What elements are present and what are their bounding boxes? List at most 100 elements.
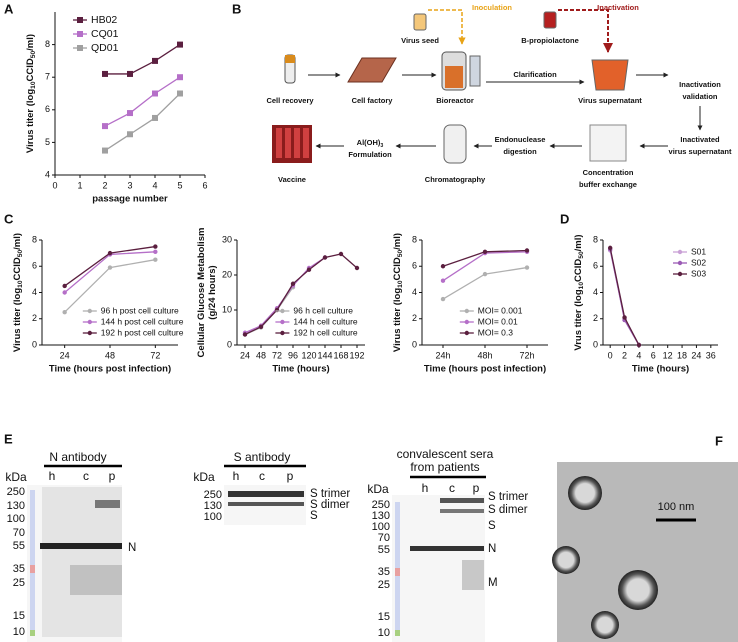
y-axis-label: Cellular Glucose Metabolism [196, 228, 207, 358]
x-tick-label: 12 [663, 350, 673, 360]
marker-label: 25 [378, 579, 390, 591]
band-label: N [128, 542, 136, 554]
data-point [62, 309, 67, 315]
x-tick-label: 96 [288, 350, 298, 360]
series-line [609, 247, 640, 346]
bpl-bottle [543, 11, 557, 29]
y-tick-label: 10 [222, 304, 232, 314]
y-axis-label-part: CCID [573, 259, 584, 282]
vial [303, 128, 309, 158]
node-label: Chromatography [425, 175, 486, 184]
marker-label: 250 [7, 486, 25, 498]
x-tick-label: 24h [435, 350, 450, 360]
legend-label: HB02 [91, 14, 117, 26]
legend-marker [87, 308, 93, 314]
band-label: M [488, 577, 498, 589]
node-label-part: B-propiolactone [521, 36, 579, 45]
x-tick-label: 36 [706, 350, 716, 360]
data-point [107, 250, 113, 256]
data-point [177, 41, 183, 48]
node-label-part: Endonuclease [495, 135, 546, 144]
legend-marker [77, 17, 83, 23]
panel-label: B [232, 1, 241, 16]
band-label: S trimer [310, 488, 350, 500]
marker-label: 100 [204, 511, 222, 523]
data-point [338, 251, 344, 257]
x-axis-label: passage number [92, 194, 168, 205]
x-tick-label: 24 [60, 350, 70, 360]
y-tick-label: 30 [222, 234, 232, 244]
ladder-band [395, 568, 400, 576]
data-point [482, 249, 488, 255]
lane-label: h [49, 469, 56, 483]
data-point [440, 264, 446, 269]
x-tick-label: 72 [150, 350, 160, 360]
lane-label: p [287, 469, 294, 483]
series-line [104, 76, 181, 127]
node-label-part: digestion [503, 147, 537, 156]
x-tick-label: 24 [691, 350, 701, 360]
seed-bottle [413, 13, 427, 31]
y-tick-label: 4 [32, 287, 37, 297]
node-label: Clarification [513, 70, 557, 79]
x-axis-label: Time (hours) [632, 364, 689, 375]
node-label-part: Vaccine [278, 175, 306, 184]
legend-label: MOI= 0.3 [478, 327, 513, 337]
node-label: Bioreactor [436, 96, 474, 105]
y-axis-label-part: Virus titer (log [12, 288, 23, 352]
y-tick-label: 8 [593, 234, 598, 244]
y-tick-label: 8 [32, 234, 37, 244]
blot-smear [42, 487, 122, 637]
node-label-part: Virus supernatant [578, 96, 642, 105]
y-axis-label: Vrus titer (log10CCID50/ml) [573, 234, 586, 350]
marker-label: 130 [7, 500, 25, 512]
blot-title: convalescent sera [397, 447, 494, 461]
data-point [127, 70, 133, 77]
y-axis-label: Virus titer (log10CCID50/ml) [25, 34, 38, 153]
marker-label: 10 [378, 627, 390, 639]
node-label-part: Al(OH) [357, 138, 381, 147]
marker-label: 100 [372, 521, 390, 533]
marker-label: 15 [13, 610, 25, 622]
legend-marker [280, 308, 285, 314]
x-tick-label: 48 [256, 350, 266, 360]
band-label: S [310, 510, 318, 522]
node-label: Cell recovery [266, 96, 314, 105]
y-axis-label: (g/24 hours) [207, 265, 218, 319]
micrograph: 100 nm [552, 462, 738, 642]
legend-label: MOI= 0.001 [478, 305, 523, 315]
process-diagram [272, 9, 703, 164]
node-label: Inactivated [680, 135, 720, 144]
legend-label: 192 h post cell culture [101, 327, 184, 337]
node-label: Formulation [348, 150, 392, 159]
node-label-part: Virus seed [401, 36, 439, 45]
x-tick-label: 0 [608, 350, 613, 360]
concentrator-icon [589, 124, 627, 162]
node-label: Al(OH)3 [357, 138, 384, 149]
node-label-part: Inactivation [679, 80, 721, 89]
y-axis-label-part: CCID [12, 257, 23, 280]
legend-label: S02 [691, 257, 706, 267]
node-label-part: 3 [380, 143, 383, 149]
lane-label: p [473, 481, 480, 495]
vial [276, 128, 282, 158]
virion [591, 611, 619, 639]
data-point [622, 315, 627, 320]
data-point [102, 147, 108, 154]
series-line [64, 251, 156, 293]
data-point [153, 257, 158, 262]
data-point [62, 290, 67, 295]
y-tick-label: 6 [32, 261, 37, 271]
blot-band [440, 498, 484, 503]
y-tick-label: 2 [593, 313, 598, 323]
blot-band [95, 500, 120, 508]
marker-label: 70 [378, 532, 390, 544]
y-tick-label: 6 [45, 104, 50, 114]
y-tick-label: 20 [222, 269, 232, 279]
x-tick-label: 4 [636, 350, 641, 360]
y-axis-label-part: CCID [25, 58, 36, 81]
bioreactor-fill [445, 66, 463, 88]
blot-band [40, 543, 122, 549]
node-label-part: validation [682, 92, 717, 101]
node-label: B-propiolactone [521, 36, 579, 45]
